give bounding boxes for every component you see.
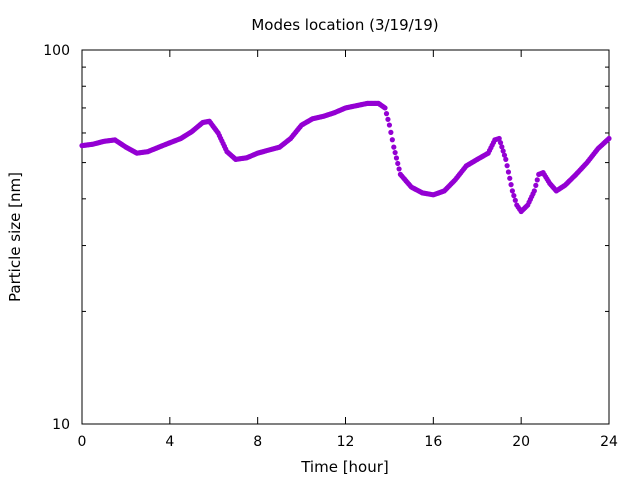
data-point xyxy=(393,155,400,161)
x-tick-label: 24 xyxy=(600,434,618,450)
data-point xyxy=(505,169,512,175)
data-point xyxy=(533,182,539,188)
x-tick-label: 12 xyxy=(337,434,355,450)
x-tick-label: 4 xyxy=(165,434,174,450)
x-tick-label: 20 xyxy=(512,434,530,450)
data-point xyxy=(504,163,510,169)
data-point xyxy=(496,135,502,142)
data-point xyxy=(511,193,517,199)
data-point xyxy=(508,182,514,188)
data-point xyxy=(386,122,393,128)
y-tick-label: 100 xyxy=(43,43,70,59)
data-point xyxy=(509,188,515,194)
data-point xyxy=(383,111,390,117)
data-point xyxy=(534,177,540,183)
x-tick-label: 8 xyxy=(253,434,262,450)
data-point xyxy=(389,137,395,143)
data-point xyxy=(507,175,513,181)
x-tick-label: 0 xyxy=(78,434,87,450)
data-point xyxy=(497,140,504,146)
data-point xyxy=(385,116,391,122)
data-points xyxy=(79,100,612,215)
data-point xyxy=(392,149,398,156)
data-point xyxy=(388,129,394,135)
data-point xyxy=(531,188,537,194)
tick-labels: 0 4 8 12 16 20 24 10 100 xyxy=(43,43,618,450)
data-point xyxy=(500,148,506,154)
data-point xyxy=(503,156,509,162)
x-axis-label: Time [hour] xyxy=(300,458,389,476)
data-point xyxy=(391,144,397,150)
data-point xyxy=(396,166,402,172)
axis-ticks xyxy=(81,49,610,425)
y-axis-label: Particle size [nm] xyxy=(6,172,24,302)
data-point xyxy=(501,152,508,158)
data-point xyxy=(512,197,518,203)
data-point xyxy=(395,160,401,167)
y-tick-label: 10 xyxy=(52,417,70,433)
data-point xyxy=(606,135,612,142)
data-point xyxy=(382,105,388,111)
chart-title: Modes location (3/19/19) xyxy=(251,16,438,34)
x-tick-label: 16 xyxy=(424,434,442,450)
data-point xyxy=(499,144,505,150)
